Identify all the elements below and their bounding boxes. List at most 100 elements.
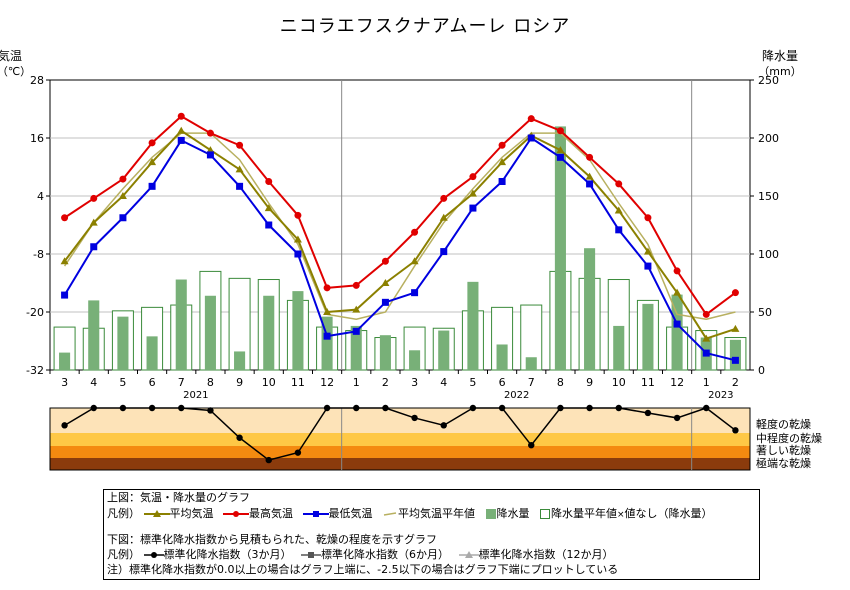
max-temp-line-icon (223, 511, 249, 517)
x-tick-label: 7 (528, 376, 535, 389)
x-tick-label: 9 (236, 376, 243, 389)
spi3-point (119, 404, 127, 412)
min-temp-point (206, 151, 214, 159)
max-temp-point (148, 139, 156, 147)
precip-bar (613, 325, 625, 370)
min-temp-point (323, 332, 331, 340)
max-temp-point (61, 214, 69, 222)
precip-bar (263, 295, 275, 370)
precip-bar (554, 126, 566, 371)
x-tick-label: 9 (586, 376, 593, 389)
precip-tick-label: 100 (758, 248, 779, 261)
legend-spi3-label: 標準化降水指数（3か月） (163, 548, 292, 561)
spi3-point (382, 404, 389, 412)
drought-band-label: 著しい乾燥 (756, 443, 811, 457)
x-tick-label: 3 (61, 376, 68, 389)
drought-band-3 (50, 446, 750, 458)
legend-note: 注）標準化降水指数が0.0以上の場合はグラフ上端に、-2.5以下の場合はグラフ下… (107, 563, 619, 576)
legend-normal-temp: 平均気温平年値 (382, 507, 475, 521)
avg-temp-point (235, 165, 244, 173)
max-temp-point (615, 180, 623, 188)
drought-band-4 (50, 458, 750, 470)
avg-temp-point (468, 189, 477, 197)
precip-bar (379, 335, 391, 370)
x-tick-label: 11 (641, 376, 655, 389)
min-temp-point (61, 291, 69, 299)
precip-bar (88, 300, 100, 370)
legend-spi12: 標準化降水指数（12か月） (458, 548, 614, 562)
legend-precip-label: 降水量 (496, 507, 530, 520)
spi3-point (586, 404, 593, 412)
min-temp-point (352, 327, 360, 335)
max-temp-point (527, 115, 535, 123)
year-label: 2021 (183, 390, 208, 401)
legend-upper-row: 凡例） 平均気温 最高気温 最低気温 平均気温平年値 降水量 降水量平年値×値な… (107, 507, 719, 522)
precip-bar (321, 316, 333, 370)
spi3-point (265, 456, 272, 464)
avg-temp-point (410, 257, 419, 265)
max-temp-point (411, 228, 419, 236)
precip-bar (409, 350, 421, 370)
precip-bar (292, 291, 304, 370)
spi3-point (673, 414, 681, 422)
precip-bar (525, 357, 537, 370)
legend-normal-temp-label: 平均気温平年値 (398, 507, 475, 520)
right-axis-label: 降水量 (762, 49, 798, 63)
precip-bar (175, 279, 187, 370)
min-temp-point (469, 204, 477, 212)
spi3-point (61, 422, 68, 429)
precip-bar-icon (485, 509, 496, 519)
precip-tick-label: 0 (758, 364, 765, 377)
min-temp-point (586, 180, 594, 188)
min-temp-point (556, 153, 564, 161)
spi3-point (732, 427, 739, 434)
legend-spi6: 標準化降水指数（6か月） (301, 548, 449, 562)
x-tick-label: 5 (119, 376, 126, 389)
x-tick-label: 2 (732, 376, 739, 389)
min-temp-point (498, 178, 506, 185)
avg-temp-point (89, 218, 98, 226)
x-tick-label: 3 (411, 376, 418, 389)
precip-bar (438, 330, 450, 370)
lower-plot-frame (49, 407, 751, 471)
year-label: 2023 (708, 390, 733, 401)
avg-temp-point (498, 158, 507, 166)
min-temp-point (731, 356, 739, 364)
x-tick-label: 7 (178, 376, 185, 389)
spi6-line-icon (301, 552, 321, 558)
legend-avg-temp: 平均気温 (143, 507, 214, 521)
spi3-line-icon (143, 552, 164, 558)
min-temp-point (527, 134, 535, 142)
spi3-point (294, 449, 302, 456)
max-temp-point (673, 267, 681, 275)
legend-box: 上図：気温・降水量のグラフ 凡例） 平均気温 最高気温 最低気温 平均気温平年値… (103, 489, 760, 580)
spi3-point (323, 404, 331, 412)
drought-band-label: 軽度の乾燥 (756, 417, 811, 431)
precip-normal-bar-icon (540, 509, 550, 519)
max-temp-point (323, 284, 331, 292)
spi3-point (469, 404, 477, 412)
x-tick-label: 6 (149, 376, 156, 389)
spi3-point (644, 409, 652, 417)
avg-temp-point (585, 172, 594, 180)
legend-missing-label: 値なし（降水量） (624, 507, 713, 520)
drought-band-label: 中程度の乾燥 (756, 431, 822, 445)
left-axis-label: 気温 (0, 48, 22, 63)
legend-missing-mark: × (617, 510, 625, 520)
max-temp-point (440, 194, 448, 202)
avg-temp-point (673, 288, 682, 296)
min-temp-point (615, 226, 623, 234)
avg-temp-line-icon (143, 510, 170, 517)
avg-temp-point (293, 235, 302, 243)
min-temp-point (411, 289, 419, 297)
avg-temp-point (352, 305, 361, 313)
precip-bar (496, 344, 508, 370)
spi3-point (178, 404, 185, 412)
spi3-point (440, 422, 447, 429)
x-tick-label: 4 (440, 376, 447, 389)
temp-tick-label: -8 (33, 248, 44, 261)
min-temp-point (702, 349, 710, 357)
temp-tick-label: 28 (30, 74, 44, 87)
legend-max-temp-label: 最高気温 (249, 507, 293, 520)
